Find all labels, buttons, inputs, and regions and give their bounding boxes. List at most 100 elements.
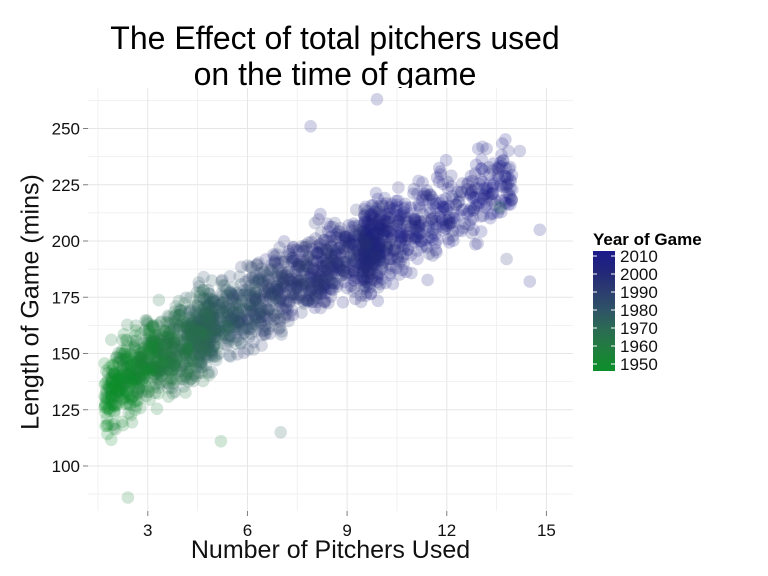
data-point xyxy=(215,275,228,288)
data-point xyxy=(379,276,392,290)
chart-title-line-2: on the time of game xyxy=(193,56,477,92)
data-point xyxy=(200,319,214,333)
data-point xyxy=(282,265,295,279)
data-point xyxy=(319,286,332,300)
data-point xyxy=(445,190,459,203)
data-point xyxy=(236,323,249,337)
data-point xyxy=(464,214,477,227)
data-point xyxy=(198,337,212,351)
data-point xyxy=(358,215,372,229)
data-point xyxy=(414,234,428,248)
data-point xyxy=(368,242,382,255)
data-point xyxy=(411,220,425,233)
data-point xyxy=(371,271,384,285)
data-point xyxy=(228,318,242,332)
data-point xyxy=(191,298,205,312)
data-point xyxy=(394,255,407,268)
data-point xyxy=(271,283,284,296)
data-point xyxy=(157,330,170,344)
data-point xyxy=(360,286,374,299)
data-point xyxy=(304,283,318,297)
data-point xyxy=(183,304,196,318)
data-point xyxy=(273,241,286,254)
data-point xyxy=(147,350,160,364)
data-point xyxy=(277,279,291,293)
data-point xyxy=(139,314,152,327)
data-point xyxy=(249,286,262,299)
data-point xyxy=(135,346,148,360)
data-point xyxy=(217,328,231,342)
data-point xyxy=(413,218,427,232)
y-tick-label: 100 xyxy=(52,457,80,476)
data-point xyxy=(373,238,386,251)
data-point xyxy=(416,190,430,203)
data-point xyxy=(243,284,257,297)
data-point xyxy=(107,404,121,418)
data-point xyxy=(144,336,157,350)
data-point xyxy=(380,244,393,257)
data-point xyxy=(213,294,226,308)
data-point xyxy=(268,254,282,267)
data-point xyxy=(316,271,329,284)
data-point xyxy=(460,177,474,191)
data-point xyxy=(203,309,216,322)
data-point xyxy=(232,319,245,333)
data-point xyxy=(177,359,190,372)
data-point xyxy=(436,217,450,231)
data-point xyxy=(114,369,127,383)
data-point xyxy=(469,158,483,172)
data-point xyxy=(361,247,374,261)
data-point xyxy=(279,268,292,282)
data-point xyxy=(358,209,372,223)
data-point xyxy=(381,240,394,254)
data-point xyxy=(185,324,198,338)
data-point xyxy=(194,329,208,343)
data-point xyxy=(107,378,121,392)
data-point xyxy=(192,280,206,293)
data-point xyxy=(192,314,205,328)
data-point xyxy=(202,326,216,339)
data-point xyxy=(255,328,269,342)
data-point xyxy=(259,328,272,341)
data-point xyxy=(147,319,160,332)
data-point xyxy=(163,325,176,339)
data-point xyxy=(465,185,478,198)
data-point xyxy=(355,273,368,287)
data-point xyxy=(166,356,179,369)
data-point xyxy=(175,364,189,378)
data-point xyxy=(249,284,262,298)
data-point xyxy=(262,282,276,296)
data-point xyxy=(203,330,217,343)
data-point xyxy=(285,303,299,317)
data-point xyxy=(221,309,235,322)
data-point xyxy=(109,351,123,364)
data-point xyxy=(306,295,320,309)
data-point xyxy=(361,251,375,265)
data-point xyxy=(385,225,399,238)
data-point xyxy=(404,201,418,214)
data-point xyxy=(310,291,324,305)
data-point xyxy=(354,257,368,271)
data-point xyxy=(292,257,305,271)
data-point xyxy=(193,326,207,339)
data-point xyxy=(310,240,324,253)
data-point xyxy=(361,247,374,261)
data-point xyxy=(436,194,449,207)
data-point xyxy=(282,248,296,261)
data-point xyxy=(491,206,505,219)
data-point xyxy=(429,214,443,228)
data-point xyxy=(151,331,164,344)
data-point xyxy=(504,182,517,196)
data-point xyxy=(330,231,344,245)
data-point xyxy=(163,333,176,346)
data-point xyxy=(391,209,405,222)
data-point xyxy=(373,221,387,234)
data-point xyxy=(199,313,212,327)
data-point xyxy=(177,352,191,365)
data-point xyxy=(502,144,515,158)
data-point xyxy=(391,194,405,207)
data-point xyxy=(267,313,281,326)
data-point xyxy=(444,216,457,229)
data-point xyxy=(156,357,170,370)
data-point xyxy=(414,201,427,215)
